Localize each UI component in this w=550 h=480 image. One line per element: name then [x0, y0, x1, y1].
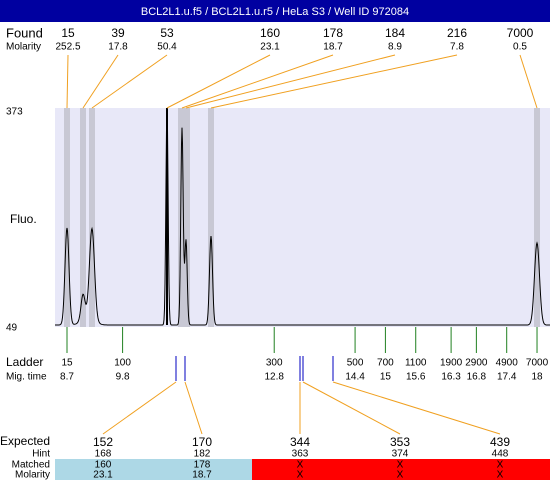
- ladder-time: 9.8: [116, 372, 130, 383]
- ladder-size: 7000: [526, 358, 549, 369]
- peak-band: [64, 108, 70, 327]
- trace: [55, 107, 550, 326]
- matched-molarity: X: [297, 470, 304, 480]
- ladder-time: 18: [531, 372, 543, 383]
- found-size: 53: [160, 26, 174, 40]
- y-max-label: 373: [6, 107, 23, 118]
- hint-size: 448: [492, 449, 509, 460]
- found-molarity: 23.1: [260, 42, 280, 53]
- found-size: 216: [447, 26, 467, 40]
- expected-size: 344: [290, 435, 310, 449]
- title-bar: [0, 0, 550, 22]
- matched-size: X: [297, 460, 304, 471]
- found-label: Found: [6, 25, 43, 40]
- matched-size: X: [397, 460, 404, 471]
- peak-band: [80, 108, 86, 327]
- found-size: 39: [111, 26, 125, 40]
- ladder-size: 700: [377, 358, 394, 369]
- unmatched-bg: [252, 459, 550, 480]
- peak-connector: [82, 54, 119, 109]
- found-molarity: 17.8: [108, 42, 128, 53]
- hint-size: 363: [292, 449, 309, 460]
- ladder-time: 15: [380, 372, 392, 383]
- ladder-time: 8.7: [60, 372, 74, 383]
- expected-connector: [184, 381, 203, 435]
- matched-bg: [55, 459, 252, 480]
- ladder-size: 15: [61, 358, 73, 369]
- matched-size: 160: [95, 460, 112, 471]
- found-molarity: 252.5: [55, 42, 80, 53]
- found-size: 184: [385, 26, 405, 40]
- exp-molarity-label: Molarity: [15, 470, 50, 480]
- found-molarity: 18.7: [323, 42, 343, 53]
- matched-size: 178: [194, 460, 211, 471]
- peak-connector: [66, 54, 69, 109]
- found-molarity: 8.9: [388, 42, 402, 53]
- ladder-time: 17.4: [497, 372, 517, 383]
- peak-band: [89, 108, 95, 327]
- y-min-label: 49: [6, 323, 18, 334]
- expected-connector: [332, 381, 501, 435]
- found-molarity: 7.8: [450, 42, 464, 53]
- matched-molarity: 23.1: [93, 470, 113, 480]
- expected-connector: [302, 381, 401, 435]
- expected-label: Expected: [0, 434, 50, 448]
- ladder-size: 4900: [496, 358, 519, 369]
- peak-connector: [91, 54, 168, 109]
- expected-size: 353: [390, 435, 410, 449]
- mig-time-label: Mig. time: [6, 372, 47, 383]
- hint-size: 168: [95, 449, 112, 460]
- hint-size: 182: [194, 449, 211, 460]
- matched-molarity: X: [397, 470, 404, 480]
- expected-size: 439: [490, 435, 510, 449]
- peak-band: [208, 108, 214, 327]
- peak-connector: [519, 54, 538, 109]
- found-size: 178: [323, 26, 343, 40]
- matched-molarity: 18.7: [192, 470, 212, 480]
- ladder-time: 12.8: [264, 372, 284, 383]
- expected-connector: [102, 381, 177, 435]
- ladder-time: 15.6: [406, 372, 426, 383]
- matched-label: Matched: [12, 460, 50, 471]
- ladder-size: 100: [114, 358, 131, 369]
- ladder-label: Ladder: [6, 355, 43, 369]
- expected-size: 170: [192, 435, 212, 449]
- matched-molarity: X: [497, 470, 504, 480]
- found-size: 160: [260, 26, 280, 40]
- ladder-time: 16.8: [467, 372, 487, 383]
- found-molarity: 50.4: [157, 42, 177, 53]
- matched-size: X: [497, 460, 504, 471]
- ladder-time: 16.3: [441, 372, 461, 383]
- peak-connector: [181, 54, 334, 109]
- found-size: 15: [61, 26, 75, 40]
- plot-area: [55, 108, 550, 327]
- hint-size: 374: [392, 449, 409, 460]
- expected-size: 152: [93, 435, 113, 449]
- molarity-label: Molarity: [6, 42, 41, 53]
- ladder-size: 2900: [465, 358, 488, 369]
- peak-connector: [166, 54, 271, 109]
- ladder-size: 300: [266, 358, 283, 369]
- ladder-size: 1100: [405, 358, 427, 369]
- hint-label: Hint: [32, 449, 50, 460]
- ladder-size: 500: [347, 358, 364, 369]
- peak-connector: [185, 54, 396, 109]
- peak-band: [534, 108, 540, 327]
- ladder-size: 1900: [440, 358, 463, 369]
- title: BCL2L1.u.f5 / BCL2L1.u.r5 / HeLa S3 / We…: [141, 6, 409, 18]
- found-size: 7000: [507, 26, 534, 40]
- y-axis-label: Fluo.: [10, 212, 37, 226]
- peak-connector: [210, 54, 458, 109]
- found-molarity: 0.5: [513, 42, 527, 53]
- ladder-time: 14.4: [345, 372, 365, 383]
